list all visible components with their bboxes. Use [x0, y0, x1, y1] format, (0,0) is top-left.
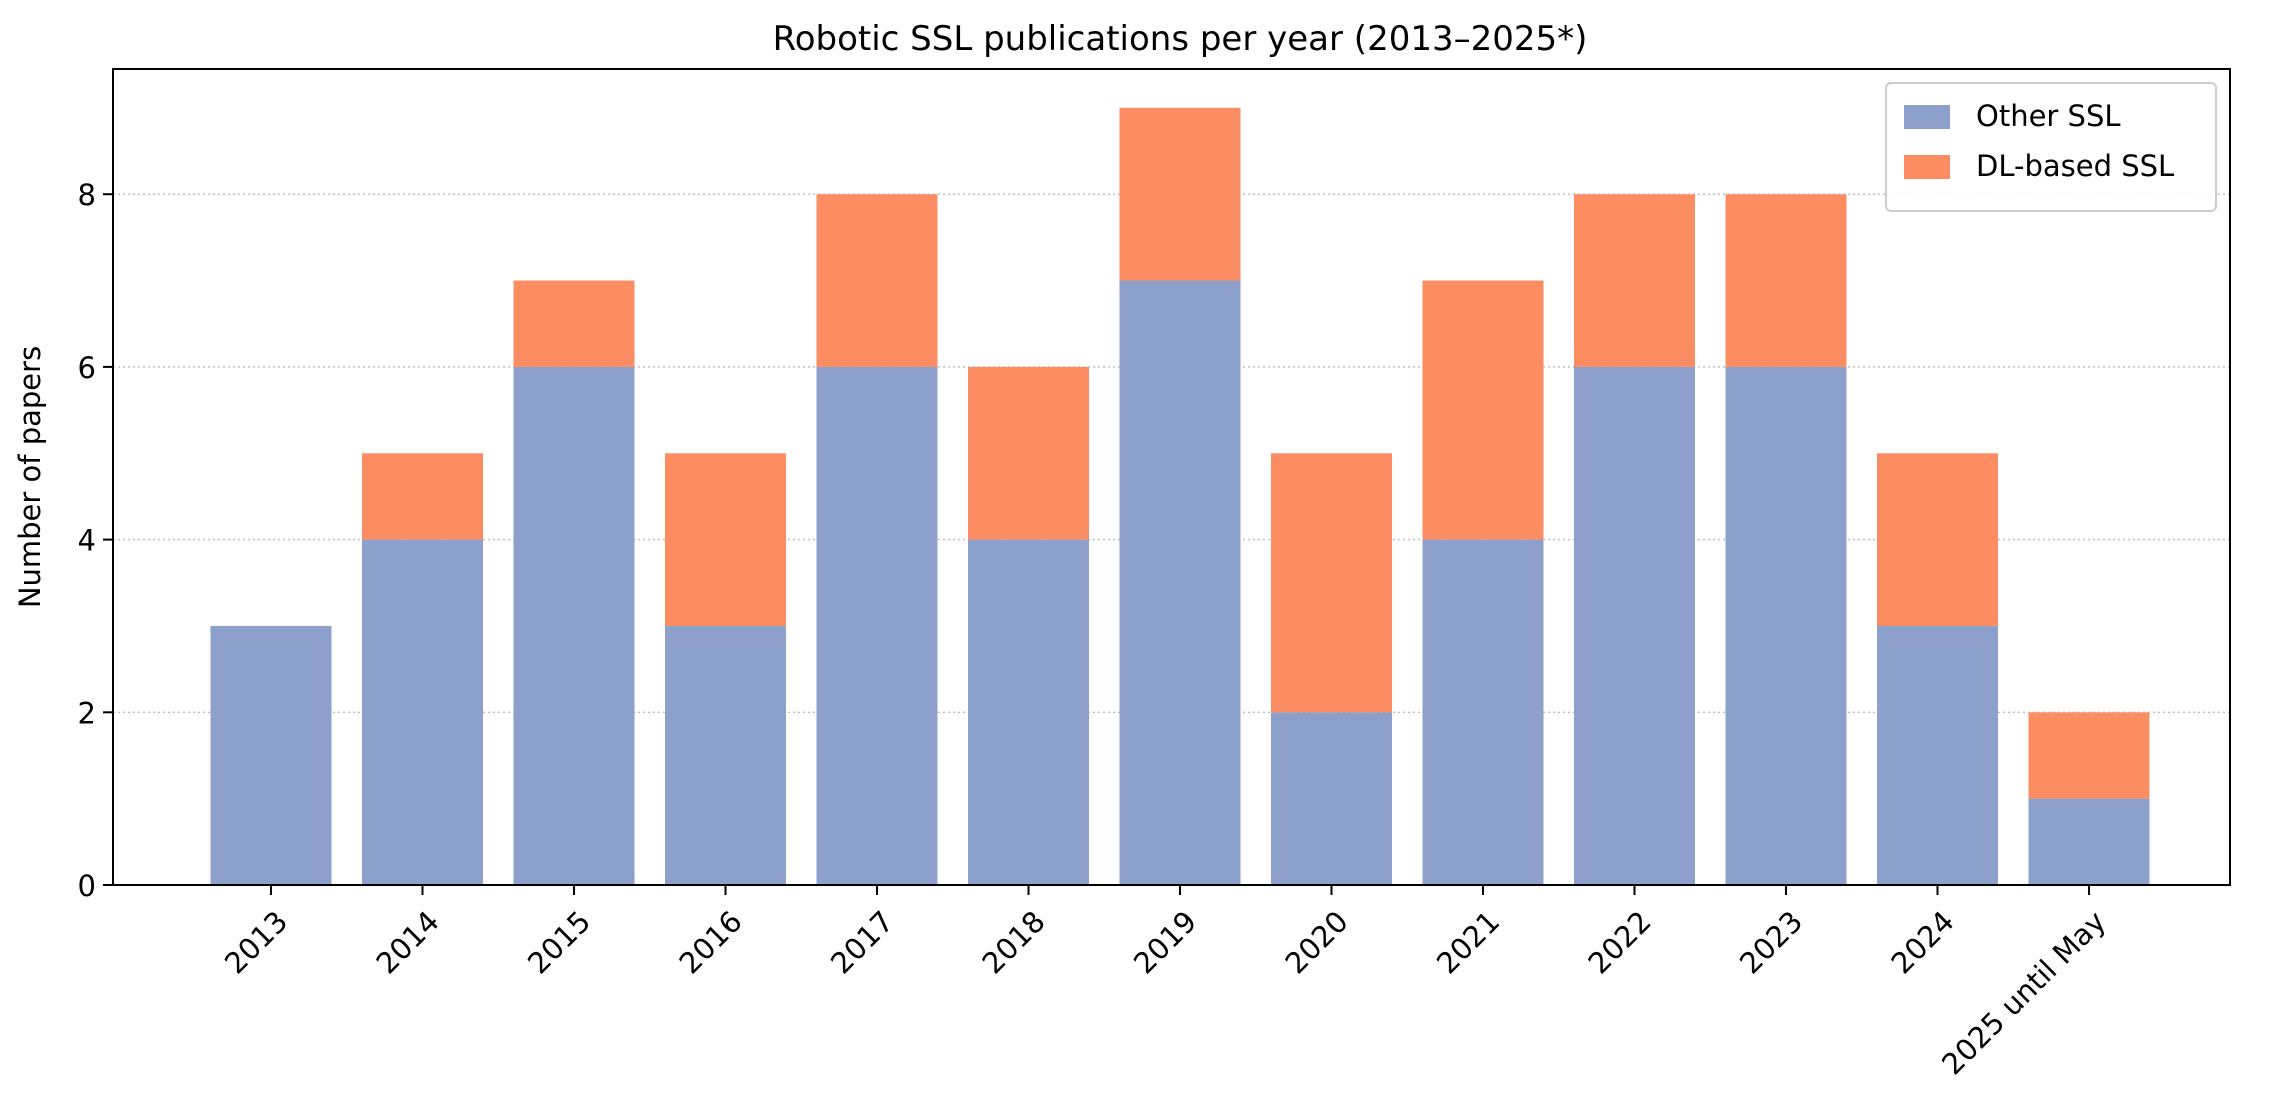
bar-dl-based-ssl — [2028, 712, 2150, 799]
bar-dl-based-ssl — [665, 453, 786, 626]
bar-dl-based-ssl — [1271, 453, 1392, 713]
legend-label: DL-based SSL — [1976, 149, 2174, 183]
legend-swatch — [1904, 105, 1950, 129]
plot-frame — [112, 68, 2231, 886]
bar-other-ssl — [968, 539, 1089, 885]
x-tick-label: 2022 — [1582, 904, 1658, 980]
bar-dl-based-ssl — [1422, 280, 1544, 540]
y-tick-label: 2 — [78, 696, 96, 730]
legend-swatch — [1904, 155, 1950, 179]
bar-dl-based-ssl — [816, 194, 938, 367]
y-axis-label: Number of papers — [13, 346, 47, 608]
bar-other-ssl — [1119, 280, 1241, 885]
bar-other-ssl — [1725, 366, 1847, 885]
x-tick-label: 2017 — [824, 904, 900, 980]
y-axis: 0 2 4 6 8 — [78, 178, 113, 903]
bar-other-ssl — [665, 625, 786, 885]
chart-title: Robotic SSL publications per year (2013–… — [773, 19, 1588, 59]
bar-other-ssl — [513, 366, 635, 885]
y-tick-label: 0 — [78, 869, 96, 903]
x-tick-label: 2019 — [1127, 904, 1203, 980]
x-tick-label: 2024 — [1885, 904, 1961, 980]
x-tick-label: 2025 until May — [1935, 904, 2112, 1081]
y-tick-label: 6 — [78, 351, 96, 385]
x-tick-label: 2016 — [673, 904, 749, 980]
bar-dl-based-ssl — [513, 280, 635, 367]
bar-dl-based-ssl — [362, 453, 483, 540]
bar-other-ssl — [362, 539, 483, 885]
x-tick-label: 2015 — [521, 904, 597, 980]
bar-other-ssl — [1877, 625, 1998, 885]
y-tick-label: 4 — [78, 524, 96, 558]
x-axis: 2013 2014 2015 2016 2017 2018 2019 2020 2021 2022… — [218, 885, 2112, 1081]
legend-box — [1885, 82, 2217, 212]
x-tick-label: 2023 — [1733, 904, 1809, 980]
bar-dl-based-ssl — [968, 366, 1089, 540]
bar-other-ssl — [1422, 539, 1544, 885]
bar-other-ssl — [1271, 712, 1392, 885]
bar-dl-based-ssl — [1119, 107, 1241, 281]
bar-other-ssl — [210, 625, 332, 885]
y-tick-label: 8 — [78, 178, 96, 212]
bar-dl-based-ssl — [1877, 453, 1998, 626]
bar-dl-based-ssl — [1574, 194, 1695, 367]
x-tick-label: 2013 — [218, 904, 294, 980]
x-tick-label: 2018 — [976, 904, 1052, 980]
legend-label: Other SSL — [1976, 99, 2121, 133]
x-tick-label: 2014 — [370, 904, 446, 980]
legend: Other SSL DL-based SSL — [1885, 82, 2217, 212]
bars — [210, 107, 2150, 885]
bar-other-ssl — [1574, 366, 1695, 885]
x-tick-label: 2021 — [1430, 904, 1506, 980]
x-tick-label: 2020 — [1279, 904, 1355, 980]
bar-other-ssl — [816, 366, 938, 885]
bar-dl-based-ssl — [1725, 194, 1847, 367]
bar-other-ssl — [2028, 798, 2150, 885]
